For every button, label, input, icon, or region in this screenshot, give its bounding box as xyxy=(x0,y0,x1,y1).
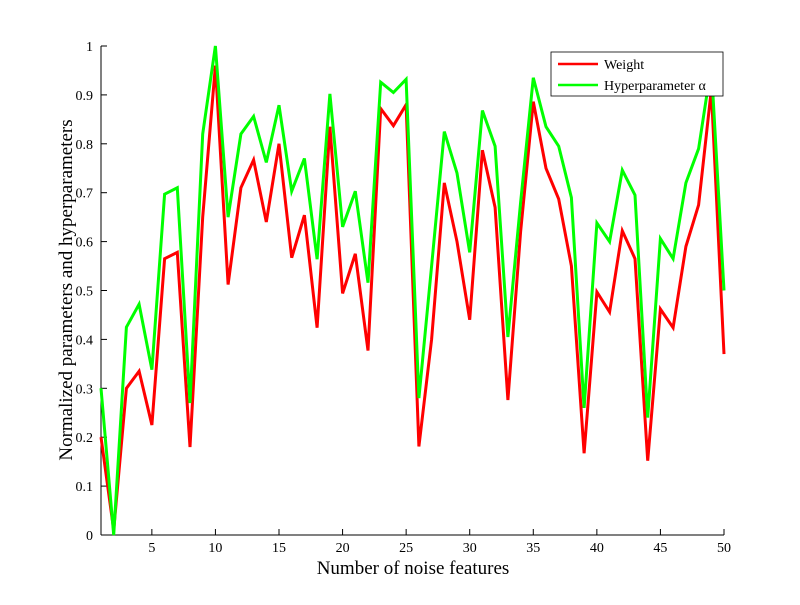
y-tick-label: 0.4 xyxy=(76,333,94,348)
legend-label-weight: Weight xyxy=(604,58,644,73)
legend: Weight Hyperparameter α xyxy=(550,51,724,97)
x-tick-label: 45 xyxy=(653,541,667,556)
y-tick-label: 1 xyxy=(86,40,93,55)
x-tick-label: 15 xyxy=(272,541,286,556)
legend-label-hyperparameter: Hyperparameter α xyxy=(604,79,706,94)
legend-box xyxy=(550,51,724,97)
plot-lines xyxy=(99,45,726,536)
x-tick-label: 5 xyxy=(148,541,155,556)
x-tick-label: 40 xyxy=(590,541,604,556)
y-tick-label: 0.1 xyxy=(76,480,94,495)
y-tick-label: 0.3 xyxy=(76,382,94,397)
y-tick-label: 0.5 xyxy=(76,285,94,300)
y-tick-label: 0.9 xyxy=(76,89,94,104)
y-axis-label: Normalized parameters and hyperparameter… xyxy=(56,119,77,460)
series-line-hyperparameter xyxy=(99,45,726,536)
x-tick-label: 10 xyxy=(208,541,222,556)
x-tick-label: 35 xyxy=(526,541,540,556)
y-tick-label: 0.2 xyxy=(76,431,94,446)
x-tick-label: 20 xyxy=(336,541,350,556)
x-tick-label: 50 xyxy=(717,541,731,556)
axes: 00.10.20.30.40.50.60.70.80.915 10 15 20 25 30… xyxy=(76,40,732,556)
y-tick-label: 0.8 xyxy=(76,138,94,153)
y-tick-label: 0.7 xyxy=(76,187,94,202)
x-axis-label: Number of noise features xyxy=(317,558,510,579)
y-tick-label: 0 xyxy=(86,529,93,544)
y-tick-label: 0.6 xyxy=(76,236,94,251)
x-tick-label: 25 xyxy=(399,541,413,556)
x-tick-label: 30 xyxy=(463,541,477,556)
